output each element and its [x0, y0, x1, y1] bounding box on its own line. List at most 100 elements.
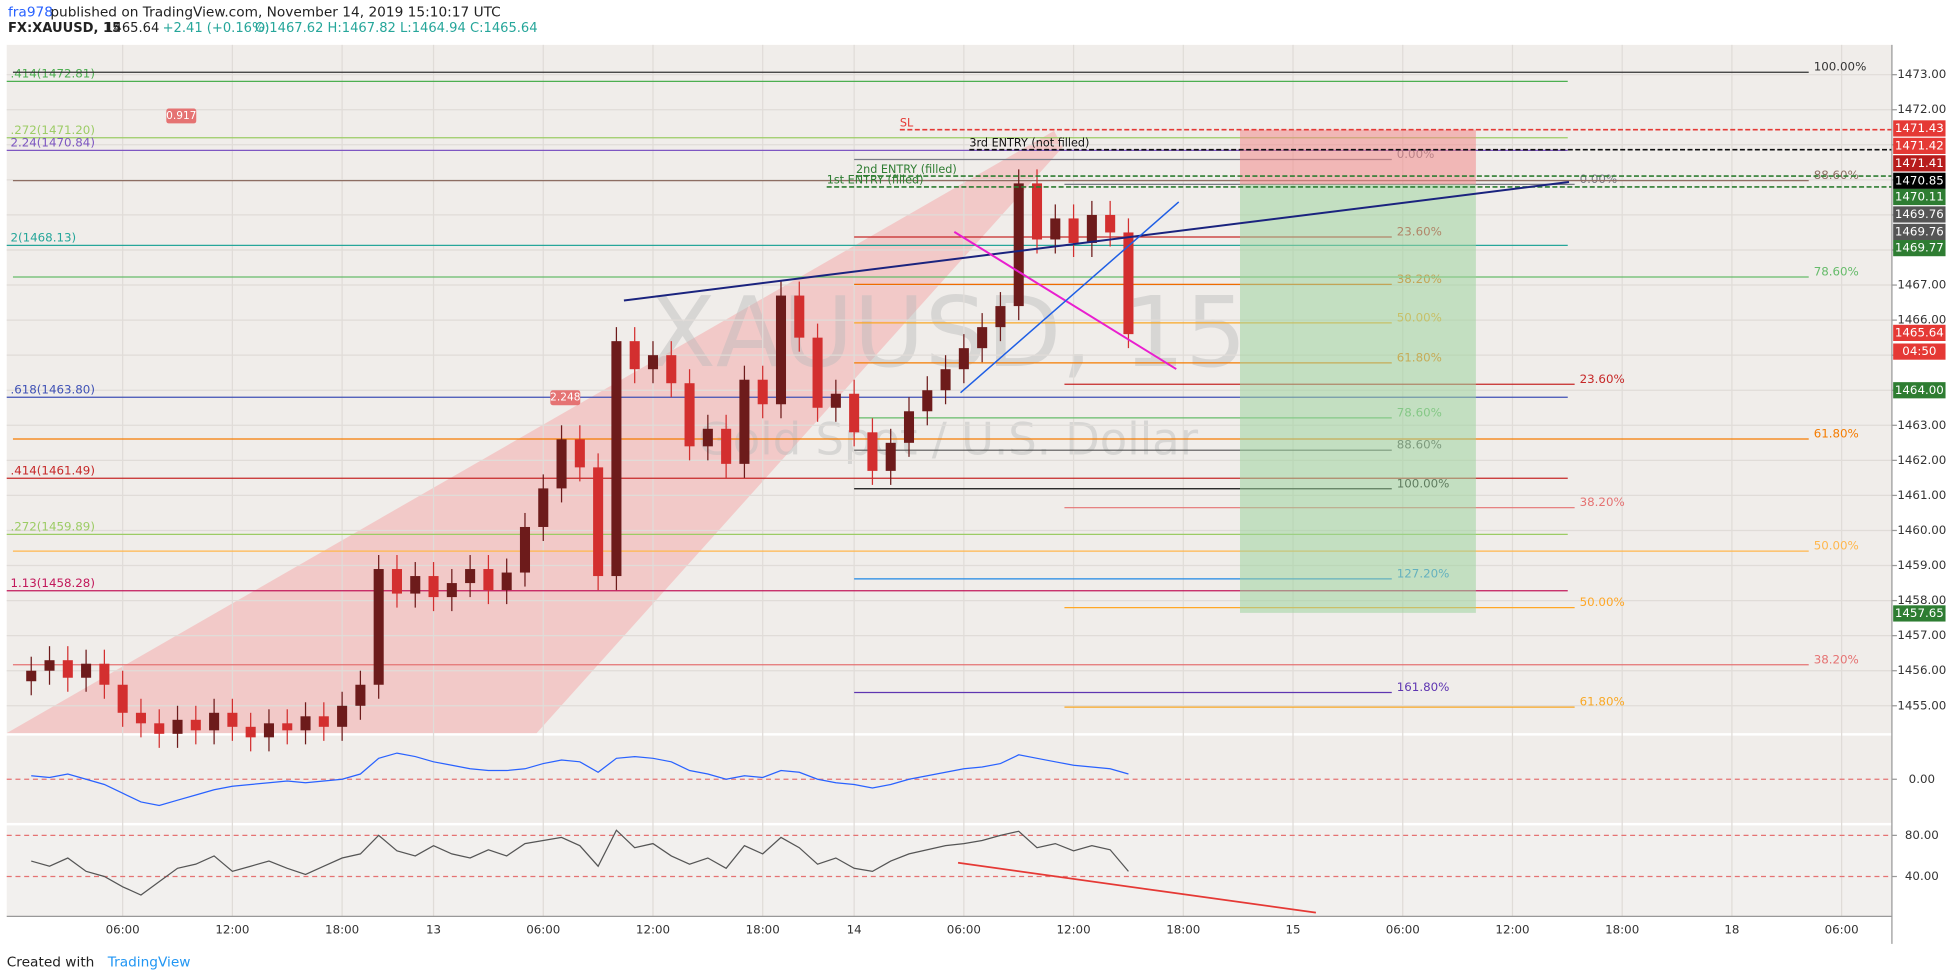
- y-tick-label: 80.00: [1905, 828, 1939, 842]
- candle-body: [99, 663, 110, 685]
- x-tick-label: 18: [1724, 923, 1739, 937]
- candle-body: [940, 369, 951, 391]
- annotation-badge: [166, 108, 197, 124]
- x-tick-label: 14: [847, 923, 862, 937]
- countdown: 04:50: [1902, 344, 1936, 358]
- x-tick-label: 06:00: [526, 923, 560, 937]
- candle-body: [1013, 183, 1024, 307]
- candle-body: [190, 719, 201, 731]
- footer-brand: TradingView: [107, 955, 191, 971]
- symbol: FX:XAUUSD, 15: [8, 21, 121, 36]
- fib-level-label: .618(1463.80): [10, 382, 94, 396]
- fib-retracement-label: 23.60%: [1580, 372, 1625, 386]
- price-badge: [1893, 605, 1946, 622]
- candle-body: [958, 348, 969, 370]
- x-tick-label: 18:00: [746, 923, 780, 937]
- rsi-divergence-line: [957, 861, 1317, 914]
- candle-body: [830, 393, 841, 408]
- published: published on TradingView.com, November 1…: [50, 4, 500, 20]
- candle-body: [757, 379, 768, 405]
- candle-body: [62, 660, 73, 678]
- candle-body: [209, 712, 220, 731]
- ohlc: O:1467.62 H:1467.82 L:1464.94 C:1465.64: [255, 21, 538, 36]
- trend-line: [623, 181, 1570, 302]
- candle-body: [337, 705, 348, 727]
- entry-label: 1st ENTRY (filled): [827, 174, 924, 187]
- candle-body: [1031, 183, 1043, 240]
- price-badge-label: 1465.64: [1895, 325, 1944, 339]
- price-badge: [1893, 223, 1946, 241]
- y-tick-label: 0.00: [1909, 772, 1935, 786]
- trend-line: [960, 201, 1180, 394]
- price-badge-label: 1469.76: [1895, 224, 1944, 238]
- price-badge: [1893, 172, 1946, 189]
- candle-body: [1050, 218, 1061, 240]
- entry-label: SL: [900, 116, 914, 129]
- entry-label: 2nd ENTRY (filled): [856, 163, 957, 176]
- candle-body: [282, 723, 293, 731]
- candle-body: [647, 355, 659, 370]
- price-badge: [1893, 324, 1946, 342]
- candle-body: [629, 341, 640, 370]
- candle-body: [995, 306, 1006, 328]
- candle-body: [538, 488, 549, 527]
- fib-retracement-label: 61.80%: [1580, 695, 1625, 709]
- fib-level-label: 2(1468.13): [10, 230, 76, 244]
- candle-body: [26, 670, 37, 682]
- fib-level-label: .414(1461.49): [10, 463, 94, 477]
- y-tick-label: 40.00: [1905, 869, 1939, 883]
- y-tick-label: 1456.00: [1897, 663, 1946, 677]
- price-badge-label: 1471.43: [1895, 121, 1944, 135]
- candle-body: [812, 337, 823, 408]
- fib-retracement-label: 78.60%: [1814, 265, 1859, 279]
- x-tick-label: 18:00: [1166, 923, 1200, 937]
- fib-level-label: .272(1471.20): [10, 123, 94, 137]
- price-badge: [1893, 188, 1946, 206]
- entry-label: 3rd ENTRY (not filled): [969, 136, 1089, 149]
- fib-retracement-label: 38.20%: [1580, 495, 1625, 509]
- y-tick-label: 1462.00: [1897, 453, 1946, 467]
- fib-level-label: 2.24(1470.84): [10, 135, 94, 149]
- fib-level-label: .414(1472.81): [10, 66, 94, 80]
- candle-body: [721, 428, 732, 464]
- fib-retracement-label: 50.00%: [1814, 539, 1859, 553]
- fib-retracement-label: 50.00%: [1580, 595, 1625, 609]
- x-tick-label: 12:00: [1495, 923, 1529, 937]
- indicator-line: [31, 829, 1129, 896]
- annotation: 0.917: [166, 110, 196, 122]
- rising-wedge: [6, 130, 1063, 734]
- price-badge: [1893, 120, 1946, 137]
- price-badge-label: 1457.65: [1895, 606, 1944, 620]
- fib-level-label: 1.13(1458.28): [10, 576, 94, 590]
- fib-retracement-label: 61.80%: [1814, 426, 1859, 440]
- last-price: 1465.64: [105, 21, 159, 36]
- price-badge-label: 1470.85: [1895, 173, 1944, 187]
- x-tick-label: 12:00: [636, 923, 670, 937]
- candle-body: [775, 295, 787, 405]
- x-tick-label: 06:00: [106, 923, 140, 937]
- price-badge-label: 1464.00: [1895, 383, 1944, 397]
- candle-body: [501, 572, 512, 591]
- y-tick-label: 1466.00: [1897, 313, 1946, 327]
- y-tick-label: 1460.00: [1897, 523, 1946, 537]
- candle-body: [446, 583, 457, 598]
- price-badge: [1893, 137, 1946, 154]
- price-badge: [1893, 155, 1946, 172]
- candle-body: [44, 660, 55, 671]
- candle-body: [903, 411, 915, 443]
- price-badge: [1893, 382, 1946, 399]
- candle-body: [263, 723, 274, 738]
- candle-body: [410, 576, 421, 594]
- fib-retracement-label: 88.60%: [1814, 168, 1859, 182]
- candle-body: [483, 569, 494, 591]
- candle-body: [117, 684, 128, 713]
- y-tick-label: 1467.00: [1897, 278, 1946, 292]
- indicator-line: [31, 752, 1129, 807]
- fib-level-label: .272(1459.89): [10, 519, 94, 533]
- candle-body: [702, 428, 713, 447]
- y-tick-label: 1458.00: [1897, 593, 1946, 607]
- price-badge-label: 1471.41: [1895, 156, 1944, 170]
- candle-body: [849, 393, 860, 433]
